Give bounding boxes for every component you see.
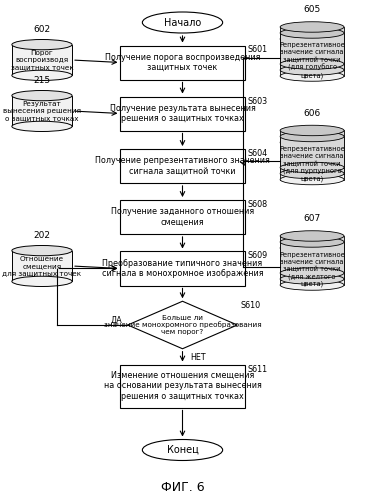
Ellipse shape [280, 174, 344, 184]
Text: 202: 202 [34, 232, 50, 240]
FancyBboxPatch shape [12, 250, 72, 282]
Text: Изменение отношения смещения
на основании результата вынесения
решения о защитны: Изменение отношения смещения на основани… [104, 371, 261, 401]
Text: 607: 607 [303, 214, 321, 223]
Ellipse shape [280, 236, 344, 247]
FancyBboxPatch shape [280, 136, 344, 173]
FancyBboxPatch shape [280, 242, 344, 279]
Text: Порог
воспроизводя
защитных точек: Порог воспроизводя защитных точек [11, 50, 73, 70]
FancyBboxPatch shape [120, 46, 245, 80]
Text: S603: S603 [247, 96, 268, 106]
Text: ДА: ДА [111, 316, 122, 324]
Ellipse shape [280, 34, 344, 44]
Ellipse shape [142, 12, 223, 33]
FancyBboxPatch shape [280, 130, 344, 168]
Text: 602: 602 [34, 26, 50, 35]
Text: S604: S604 [247, 149, 268, 158]
Text: Получение результата вынесения
решения о защитных точках: Получение результата вынесения решения о… [110, 104, 256, 123]
Text: Получение порога воспроизведения
защитных точек: Получение порога воспроизведения защитны… [105, 53, 260, 72]
Ellipse shape [280, 162, 344, 173]
Ellipse shape [280, 71, 344, 82]
FancyBboxPatch shape [280, 27, 344, 64]
Ellipse shape [280, 242, 344, 253]
Ellipse shape [142, 440, 223, 460]
Text: ФИГ. 6: ФИГ. 6 [161, 481, 204, 494]
Ellipse shape [280, 28, 344, 38]
Ellipse shape [280, 22, 344, 32]
Ellipse shape [280, 137, 344, 147]
Text: 606: 606 [303, 108, 321, 118]
FancyBboxPatch shape [120, 252, 245, 286]
FancyBboxPatch shape [120, 149, 245, 183]
FancyBboxPatch shape [280, 39, 344, 76]
Text: Больше ли
значение монохромного преобразования
чем порог?: Больше ли значение монохромного преобраз… [104, 315, 261, 335]
Ellipse shape [12, 40, 72, 50]
Text: Репрезентативное
значение сигнала
защитной точки
(для желтого
цвета): Репрезентативное значение сигнала защитн… [279, 252, 345, 288]
Ellipse shape [12, 90, 72, 101]
FancyBboxPatch shape [280, 248, 344, 285]
Text: Преобразование типичного значения
сигнала в монохромное изображения: Преобразование типичного значения сигнал… [102, 259, 263, 278]
Ellipse shape [280, 280, 344, 290]
Ellipse shape [280, 168, 344, 179]
FancyBboxPatch shape [120, 96, 245, 130]
Text: Репрезентативное
значение сигнала
защитной точки
(для пурпурного
цвета): Репрезентативное значение сигнала защитн… [279, 146, 345, 182]
FancyBboxPatch shape [280, 142, 344, 180]
FancyBboxPatch shape [280, 33, 344, 70]
FancyBboxPatch shape [12, 96, 72, 126]
Text: Получение заданного отношения
смещения: Получение заданного отношения смещения [111, 208, 254, 227]
Text: Отношение
смещения
для защитных точек: Отношение смещения для защитных точек [3, 256, 81, 276]
Ellipse shape [280, 131, 344, 141]
Text: Получение репрезентативного значения
сигнала защитной точки: Получение репрезентативного значения сиг… [95, 156, 270, 176]
Text: Результат
вынесения решения
о защитных точках: Результат вынесения решения о защитных т… [3, 101, 81, 121]
Ellipse shape [280, 65, 344, 75]
Text: Начало: Начало [164, 18, 201, 28]
Ellipse shape [280, 274, 344, 284]
Text: 605: 605 [303, 5, 321, 14]
Ellipse shape [12, 246, 72, 256]
Text: S601: S601 [247, 46, 268, 54]
FancyBboxPatch shape [120, 200, 245, 234]
Ellipse shape [12, 276, 72, 286]
Ellipse shape [280, 230, 344, 241]
Text: 215: 215 [34, 76, 50, 86]
Text: S611: S611 [247, 364, 268, 374]
Ellipse shape [12, 121, 72, 132]
Text: Конец: Конец [166, 445, 199, 455]
FancyBboxPatch shape [280, 236, 344, 273]
Text: S609: S609 [247, 252, 268, 260]
Text: S610: S610 [240, 301, 260, 310]
Text: НЕТ: НЕТ [190, 353, 205, 362]
FancyBboxPatch shape [12, 44, 72, 76]
Ellipse shape [280, 59, 344, 69]
Ellipse shape [12, 70, 72, 80]
Polygon shape [128, 301, 237, 349]
Ellipse shape [280, 268, 344, 278]
Text: Репрезентативное
значение сигнала
защитной точки
(для голубого
цвета): Репрезентативное значение сигнала защитн… [279, 42, 345, 79]
FancyBboxPatch shape [120, 364, 245, 408]
Ellipse shape [280, 125, 344, 136]
Text: S608: S608 [247, 200, 268, 209]
